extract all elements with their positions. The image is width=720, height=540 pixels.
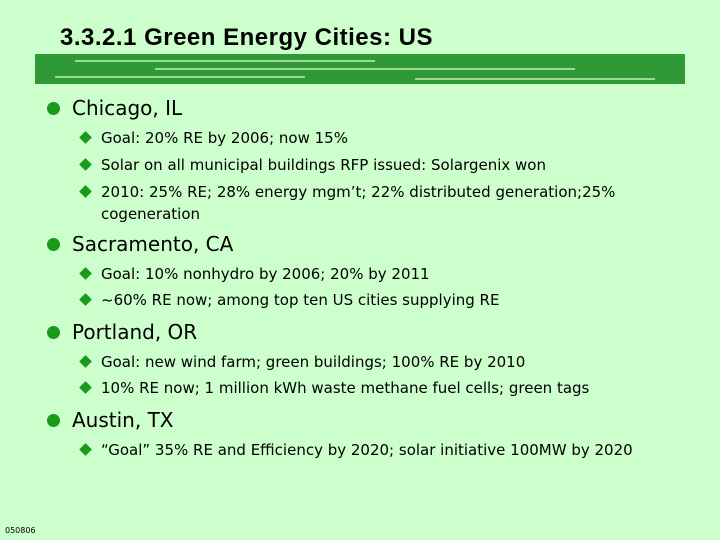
title-underline	[35, 54, 685, 84]
sub-bullet-diamond	[79, 131, 92, 144]
bullet-text: Sacramento, CA	[72, 232, 234, 256]
sub-bullet-text: 10% RE now; 1 million kWh waste methane …	[101, 379, 590, 397]
bullet-text: Portland, OR	[72, 320, 198, 344]
sub-bullet-text: Goal: new wind farm; green buildings; 10…	[101, 353, 526, 371]
brush-streak	[155, 68, 575, 70]
sub-bullet-text: “Goal” 35% RE and Efficiency by 2020; so…	[101, 441, 633, 459]
sub-bullet-diamond	[79, 185, 92, 198]
sub-bullet-diamond	[79, 381, 92, 394]
sub-bullet-text: ~60% RE now; among top ten US cities sup…	[101, 291, 500, 309]
slide-title: 3.3.2.1 Green Energy Cities: US	[60, 24, 433, 51]
bullet-text: Chicago, IL	[72, 96, 183, 120]
sub-bullet-text: Goal: 20% RE by 2006; now 15%	[101, 129, 348, 147]
bullet-text: Austin, TX	[72, 408, 174, 432]
sub-bullet-text: Solar on all municipal buildings RFP iss…	[101, 156, 546, 174]
bullet-dot	[47, 102, 60, 115]
sub-bullet-diamond	[79, 267, 92, 280]
bullet-dot	[47, 238, 60, 251]
bullet-dot	[47, 326, 60, 339]
sub-bullet-text: 2010: 25% RE; 28% energy mgm’t; 22% dist…	[101, 183, 616, 223]
sub-bullet-diamond	[79, 355, 92, 368]
brush-streak	[75, 60, 375, 62]
brush-streak	[415, 78, 655, 80]
sub-bullet-text: Goal: 10% nonhydro by 2006; 20% by 2011	[101, 265, 430, 283]
brush-streak	[55, 76, 305, 78]
sub-bullet-diamond	[79, 443, 92, 456]
sub-bullet-diamond	[79, 293, 92, 306]
footer-code: 050806	[5, 526, 36, 535]
bullet-dot	[47, 414, 60, 427]
sub-bullet-diamond	[79, 158, 92, 171]
